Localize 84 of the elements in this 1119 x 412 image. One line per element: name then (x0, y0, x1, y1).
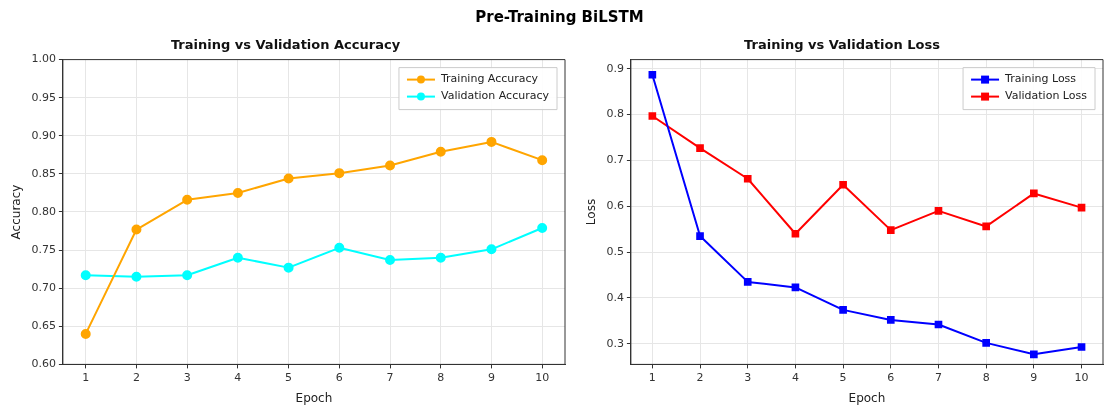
y-tick-label: 0.80 (31, 204, 56, 218)
point (1030, 189, 1038, 198)
x-tick-label: 2 (696, 370, 704, 384)
legend-label: Training Loss (1004, 72, 1077, 86)
chart-title: Training vs Validation Loss (744, 37, 941, 53)
point (131, 224, 142, 235)
point (486, 136, 497, 147)
legend-label: Validation Loss (1005, 89, 1088, 103)
x-axis-title: Epoch (295, 390, 333, 405)
x-tick-label: 7 (934, 370, 942, 384)
point (743, 174, 752, 183)
x-tick-label: 1 (82, 370, 90, 384)
y-tick-label: 0.65 (31, 319, 56, 333)
x-tick-label: 5 (839, 370, 847, 384)
point (537, 155, 548, 166)
y-tick-label: 0.3 (606, 336, 624, 350)
point (182, 194, 193, 205)
x-tick-label: 6 (887, 370, 895, 384)
point (982, 339, 990, 347)
point (334, 168, 345, 179)
x-tick-label: 4 (791, 370, 799, 384)
point (696, 232, 704, 240)
x-tick-label: 2 (132, 370, 140, 384)
point (232, 187, 243, 198)
x-axis-title: Epoch (848, 390, 886, 405)
point (743, 278, 752, 286)
y-axis-title: Loss (584, 198, 599, 226)
y-tick-label: 0.8 (606, 107, 624, 121)
x-tick-label: 3 (183, 370, 191, 384)
point (648, 70, 657, 79)
point (886, 316, 895, 324)
y-tick-label: 0.75 (31, 242, 56, 256)
point (283, 173, 294, 184)
point (334, 242, 345, 253)
point (648, 112, 657, 120)
x-tick-label: 10 (1074, 370, 1089, 384)
x-tick-label: 4 (234, 370, 242, 384)
y-tick-label: 0.5 (606, 244, 624, 258)
point (80, 270, 91, 281)
y-tick-label: 0.9 (606, 61, 624, 75)
point (435, 146, 446, 157)
y-axis-title: Accuracy (9, 184, 24, 240)
point (982, 222, 990, 231)
y-tick-label: 0.60 (31, 357, 56, 371)
point (131, 271, 142, 282)
point (283, 262, 294, 273)
y-tick-label: 0.95 (31, 90, 56, 104)
point (886, 226, 895, 234)
point (385, 255, 396, 266)
point (182, 270, 193, 281)
point (696, 144, 704, 152)
x-tick-label: 7 (386, 370, 394, 384)
point (385, 160, 396, 171)
x-tick-label: 6 (335, 370, 343, 384)
x-tick-label: 10 (535, 370, 550, 384)
text: Pre-Training BiLSTM (475, 8, 644, 26)
point (1030, 350, 1038, 359)
x-tick-label: 1 (648, 370, 656, 384)
point (934, 207, 943, 215)
point (435, 252, 446, 263)
x-tick-label: 9 (487, 370, 495, 384)
point (1077, 343, 1086, 351)
y-tick-label: 0.70 (31, 281, 56, 295)
legend-label: Training Accuracy (439, 72, 539, 86)
x-tick-label: 8 (437, 370, 445, 384)
y-tick-label: 0.4 (606, 290, 624, 304)
point (839, 180, 847, 189)
y-tick-label: 0.7 (606, 153, 624, 167)
x-tick-label: 9 (1030, 370, 1038, 384)
point (80, 328, 91, 339)
point (839, 306, 847, 314)
point (537, 223, 548, 233)
y-tick-label: 0.6 (606, 199, 624, 213)
x-tick-label: 3 (744, 370, 752, 384)
point (791, 229, 800, 238)
y-tick-label: 1.00 (31, 52, 56, 66)
chart-title: Training vs Validation Accuracy (170, 37, 401, 53)
y-tick-label: 0.90 (31, 128, 56, 142)
x-tick-label: 5 (285, 370, 293, 384)
legend-label: Validation Accuracy (440, 89, 550, 103)
y-tick-label: 0.85 (31, 166, 56, 180)
point (486, 244, 497, 255)
point (232, 252, 243, 263)
x-tick-label: 8 (982, 370, 990, 384)
